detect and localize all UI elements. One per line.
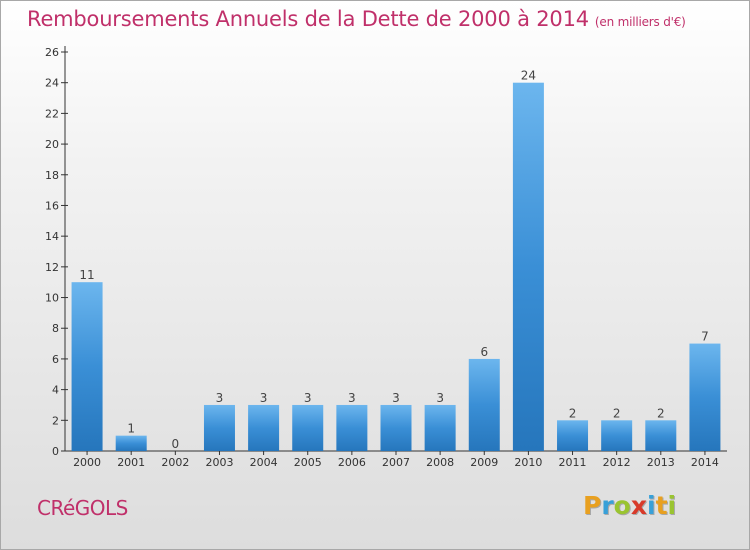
y-tick-label: 8 (52, 322, 59, 335)
x-tick-label: 2007 (382, 456, 410, 469)
bar (71, 282, 103, 451)
y-tick-label: 10 (45, 292, 59, 305)
data-label: 2 (657, 406, 665, 420)
x-tick-label: 2005 (294, 456, 322, 469)
bar (512, 82, 544, 451)
bar (248, 404, 280, 451)
logo-letter: r (601, 491, 614, 520)
y-tick-label: 22 (45, 107, 59, 120)
proxiti-logo: Proxiti (583, 491, 676, 520)
y-tick-label: 12 (45, 261, 59, 274)
bar (380, 404, 412, 451)
data-label: 3 (304, 391, 312, 405)
x-tick-label: 2001 (117, 456, 145, 469)
x-tick-label: 2003 (205, 456, 233, 469)
y-tick-label: 16 (45, 199, 59, 212)
x-tick-label: 2000 (73, 456, 101, 469)
y-tick-label: 20 (45, 138, 59, 151)
logo-letter: x (630, 491, 647, 520)
data-label: 11 (79, 268, 94, 282)
logo-letter: i (647, 491, 656, 520)
chart-subtitle: (en milliers d'€) (594, 15, 686, 29)
x-tick-label: 2013 (647, 456, 675, 469)
logo-letter: t (655, 491, 668, 520)
logo-letter: i (667, 491, 677, 520)
data-label: 0 (172, 437, 180, 451)
x-tick-label: 2012 (603, 456, 631, 469)
data-label: 3 (436, 391, 444, 405)
data-label: 6 (480, 345, 488, 359)
data-label: 3 (348, 391, 356, 405)
data-label: 3 (260, 391, 268, 405)
data-label: 2 (613, 406, 621, 420)
y-tick-label: 26 (45, 46, 59, 59)
logo-letter: P (583, 491, 602, 520)
y-tick-label: 6 (52, 353, 59, 366)
y-tick-label: 0 (52, 445, 59, 458)
y-tick-label: 18 (45, 169, 59, 182)
x-tick-label: 2002 (161, 456, 189, 469)
x-tick-label: 2006 (338, 456, 366, 469)
y-tick-label: 24 (45, 77, 59, 90)
bar (645, 420, 677, 451)
data-label: 3 (216, 391, 224, 405)
x-tick-label: 2014 (691, 456, 719, 469)
bar (424, 404, 456, 451)
bar (601, 420, 633, 451)
x-tick-label: 2011 (559, 456, 587, 469)
data-label: 1 (127, 422, 135, 436)
x-tick-label: 2004 (250, 456, 278, 469)
data-label: 3 (392, 391, 400, 405)
y-tick-label: 4 (52, 384, 59, 397)
data-label: 7 (701, 330, 709, 344)
chart-title: Remboursements Annuels de la Dette de 20… (27, 7, 686, 31)
y-tick-label: 14 (45, 230, 59, 243)
chart-title-text: Remboursements Annuels de la Dette de 20… (27, 7, 589, 31)
commune-name: CRéGOLS (37, 496, 128, 520)
bar (336, 404, 368, 451)
bar (689, 343, 721, 451)
logo-letter: o (613, 491, 631, 520)
bar (115, 435, 147, 451)
bar (468, 358, 500, 451)
x-tick-label: 2010 (514, 456, 542, 469)
bar (203, 404, 235, 451)
bar (292, 404, 324, 451)
bar (557, 420, 589, 451)
data-label: 2 (569, 406, 577, 420)
y-tick-label: 2 (52, 414, 59, 427)
x-tick-label: 2009 (470, 456, 498, 469)
data-label: 24 (521, 69, 536, 83)
x-tick-label: 2008 (426, 456, 454, 469)
